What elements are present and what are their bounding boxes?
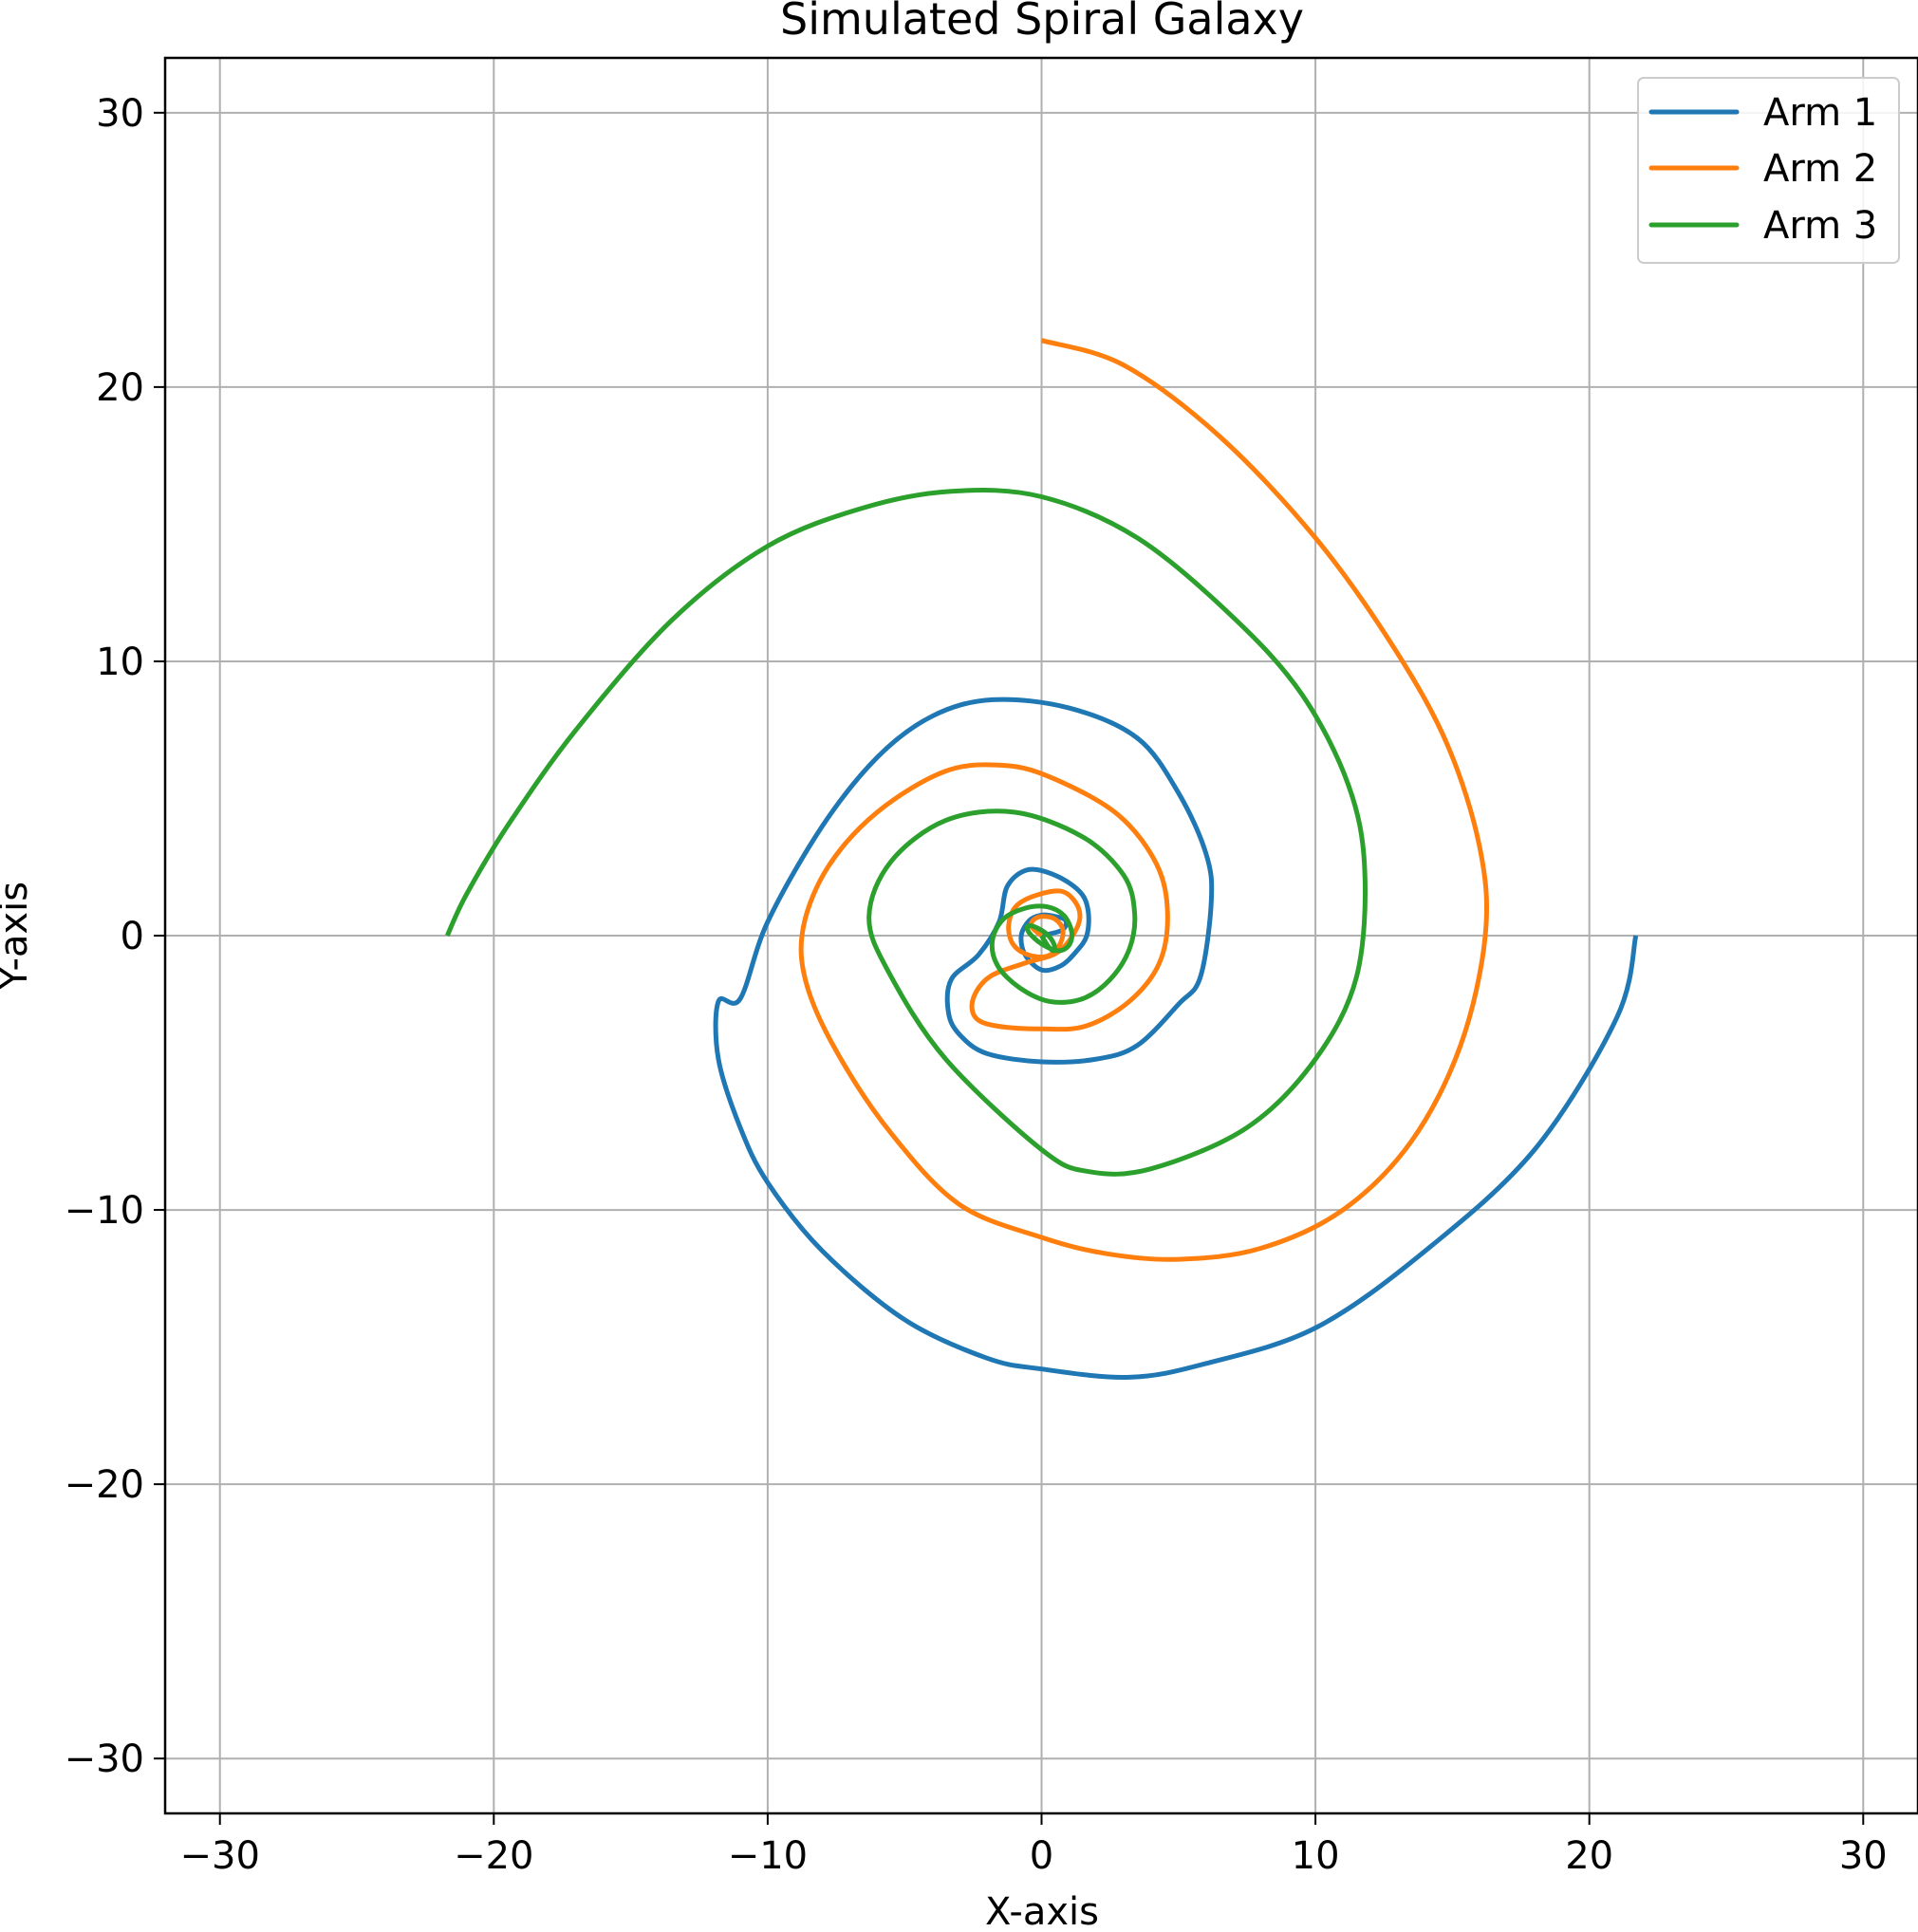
chart-title: Simulated Spiral Galaxy [780, 0, 1304, 45]
y-axis-label: Y-axis [0, 882, 36, 991]
y-tick-label: −30 [65, 1737, 144, 1781]
series-line-arm-1 [713, 697, 1639, 1380]
legend-label-arm-1: Arm 1 [1763, 91, 1877, 135]
legend-label-arm-3: Arm 3 [1763, 204, 1877, 248]
legend-box [1637, 77, 1900, 264]
y-tick-label: 30 [96, 92, 144, 136]
legend-label-arm-2: Arm 2 [1763, 147, 1877, 191]
y-tick-label: −10 [65, 1189, 144, 1233]
x-tick-label: 30 [1839, 1834, 1888, 1878]
x-axis-label: X-axis [985, 1890, 1099, 1932]
y-tick-label: −20 [65, 1463, 144, 1507]
x-tick-label: 20 [1565, 1834, 1613, 1878]
x-tick-label: −10 [728, 1834, 808, 1878]
y-tick-label: 0 [121, 915, 144, 958]
legend: Arm 1 Arm 2 Arm 3 [1637, 77, 1900, 264]
series-line-arm-3 [445, 488, 1368, 1177]
series-lines [445, 338, 1639, 1380]
y-tick-label: 20 [96, 366, 144, 410]
series-line-arm-2 [798, 338, 1490, 1262]
x-tick-label: 10 [1292, 1834, 1340, 1878]
axis-ticks: −30 −20 −10 0 10 20 30 −30 −20 −10 0 10 20 30 [65, 92, 1888, 1878]
x-tick-label: −20 [454, 1834, 533, 1878]
x-tick-label: −30 [180, 1834, 260, 1878]
y-tick-label: 10 [96, 641, 144, 684]
x-tick-label: 0 [1030, 1834, 1053, 1878]
